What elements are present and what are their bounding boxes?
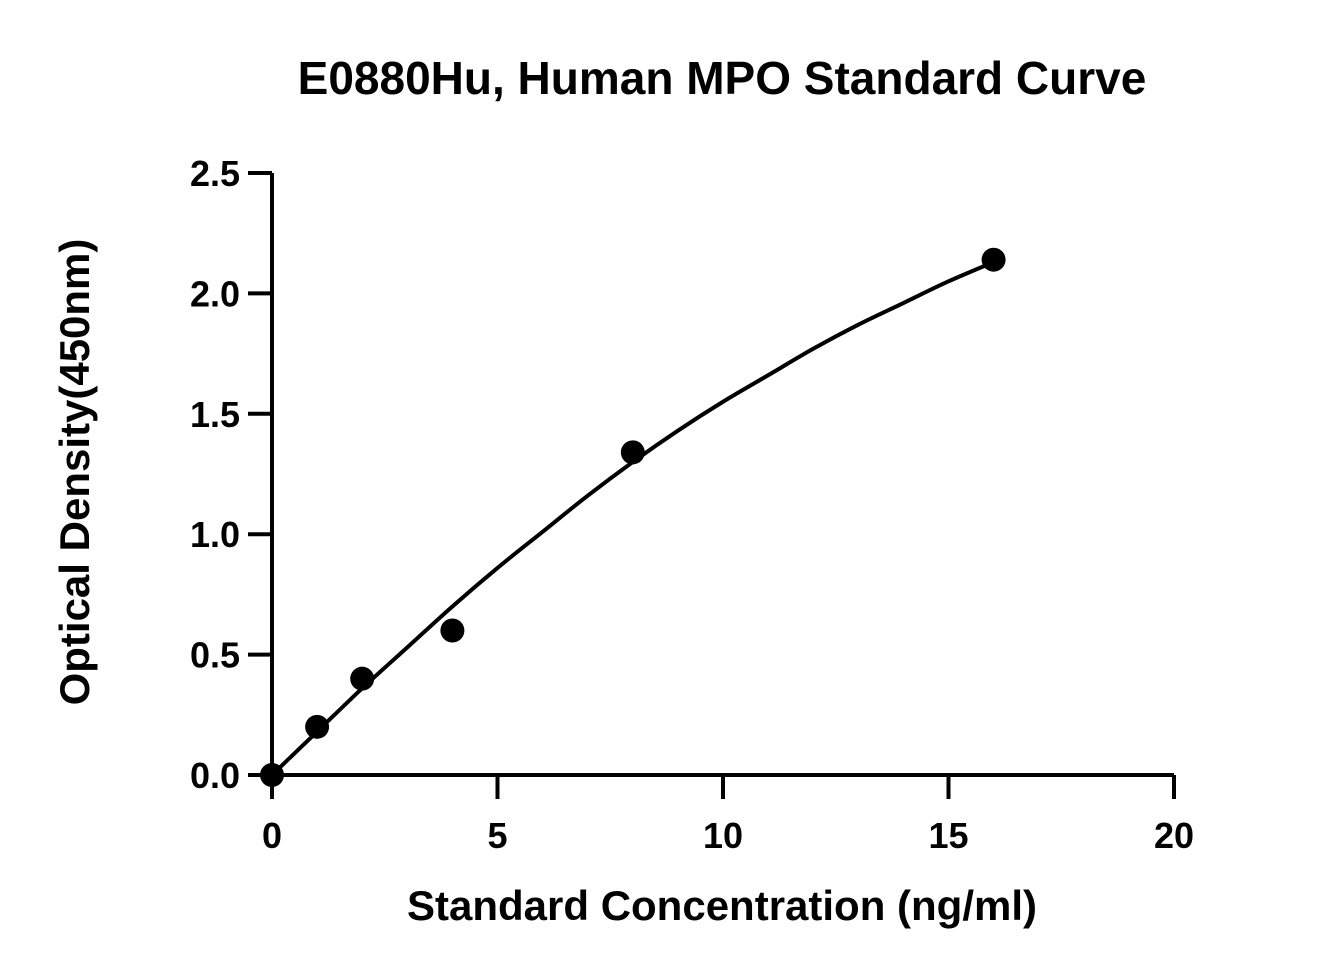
data-point <box>350 666 375 691</box>
y-ticks: 0.0 0.5 1.0 1.5 2.0 2.5 <box>190 153 272 796</box>
y-tick-label: 1.5 <box>190 394 240 435</box>
data-point <box>260 763 284 787</box>
data-point <box>440 618 465 643</box>
x-axis: 0 5 10 15 20 <box>248 773 1194 856</box>
x-ticks: 0 5 10 15 20 <box>262 775 1194 856</box>
data-point <box>305 714 330 739</box>
x-tick-label: 10 <box>703 815 743 856</box>
y-tick-label: 0.5 <box>190 635 240 676</box>
y-tick-label: 0.0 <box>190 755 240 796</box>
y-tick-label: 1.0 <box>190 514 240 555</box>
data-points <box>260 247 1006 787</box>
x-axis-label: Standard Concentration (ng/ml) <box>407 882 1037 929</box>
x-tick-label: 5 <box>487 815 507 856</box>
y-tick-label: 2.0 <box>190 273 240 314</box>
x-tick-label: 15 <box>928 815 968 856</box>
y-tick-label: 2.5 <box>190 153 240 194</box>
x-tick-label: 0 <box>262 815 282 856</box>
data-point <box>620 440 645 465</box>
data-point <box>981 247 1006 272</box>
y-axis: 0.0 0.5 1.0 1.5 2.0 2.5 <box>190 153 274 796</box>
x-tick-label: 20 <box>1154 815 1194 856</box>
y-axis-label: Optical Density(450nm) <box>51 239 98 706</box>
chart-title: E0880Hu, Human MPO Standard Curve <box>298 52 1147 104</box>
fit-curve <box>270 260 995 777</box>
